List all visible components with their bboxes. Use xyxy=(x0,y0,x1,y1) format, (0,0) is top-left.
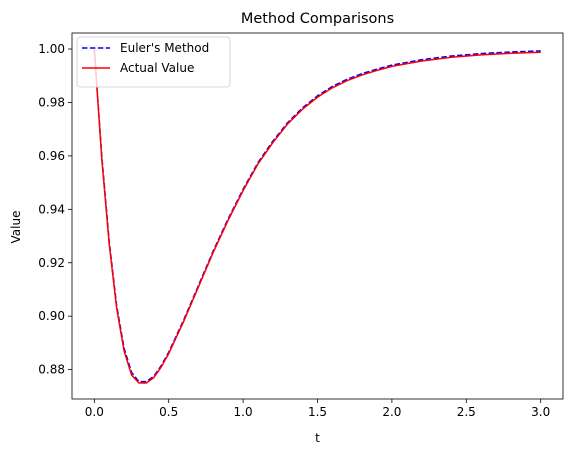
y-tick-label: 0.92 xyxy=(38,256,65,270)
y-tick-label: 0.98 xyxy=(38,95,65,109)
x-tick-label: 2.0 xyxy=(382,405,401,419)
x-axis-label: t xyxy=(315,431,320,445)
x-tick-label: 0.0 xyxy=(85,405,104,419)
y-tick-label: 0.88 xyxy=(38,363,65,377)
y-tick-label: 0.94 xyxy=(38,202,65,216)
y-ticks: 0.88 0.90 0.92 0.94 0.96 0.98 1.00 xyxy=(38,42,72,377)
x-tick-label: 2.5 xyxy=(457,405,476,419)
y-axis-label: Value xyxy=(9,211,23,244)
legend-label: Euler's Method xyxy=(120,41,209,55)
chart-title: Method Comparisons xyxy=(241,11,394,27)
x-ticks: 0.0 0.5 1.0 1.5 2.0 2.5 3.0 xyxy=(85,399,550,419)
series-layer xyxy=(93,48,541,384)
legend-label: Actual Value xyxy=(120,61,194,75)
series-line-euler xyxy=(93,48,541,383)
legend: Euler's Method Actual Value xyxy=(76,36,231,88)
y-tick-label: 0.96 xyxy=(38,149,65,163)
y-tick-label: 0.90 xyxy=(38,309,65,323)
plot-frame xyxy=(71,32,564,400)
series-line-actual xyxy=(93,48,541,384)
y-tick-label: 1.00 xyxy=(38,42,65,56)
x-tick-label: 3.0 xyxy=(531,405,550,419)
x-tick-label: 0.5 xyxy=(159,405,178,419)
x-tick-label: 1.0 xyxy=(234,405,253,419)
x-tick-label: 1.5 xyxy=(308,405,327,419)
legend-box xyxy=(76,36,231,88)
